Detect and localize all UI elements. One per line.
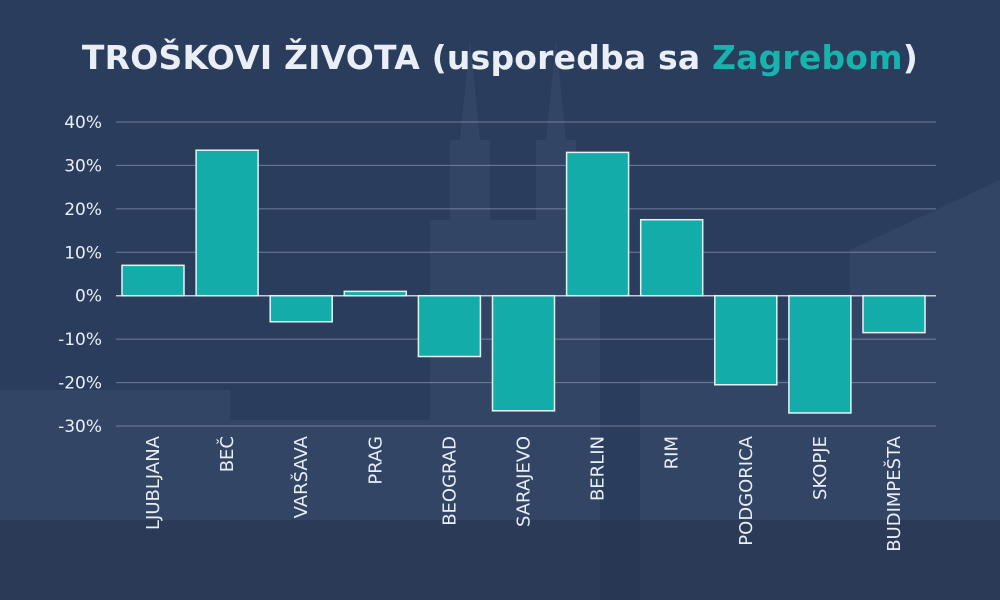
bar-varšava <box>269 294 333 323</box>
x-tick-label: RIM <box>662 436 683 469</box>
y-axis-ticks: 40% 30% 20% 10% 0% -10% -20% -30% <box>58 113 102 437</box>
x-tick-label: BUDIMPEŠTA <box>883 435 905 551</box>
x-tick-label: BEOGRAD <box>439 436 460 526</box>
bar-skopje <box>788 294 852 414</box>
bar-beograd <box>417 294 482 358</box>
y-tick-label: 30% <box>64 156 102 176</box>
x-tick-label: VARŠAVA <box>290 435 312 518</box>
x-tick-label: BEČ <box>216 436 238 472</box>
y-tick-label: 20% <box>64 200 102 220</box>
bar-sarajevo <box>491 294 556 412</box>
y-tick-label: 0% <box>75 287 102 307</box>
x-tick-label: LJUBLJANA <box>143 435 164 530</box>
x-tick-label: SARAJEVO <box>514 436 535 527</box>
title-highlight: Zagrebom <box>712 38 903 77</box>
bar-budimpešta <box>862 294 926 334</box>
x-tick-label: PRAG <box>365 436 386 485</box>
y-tick-label: 40% <box>64 113 102 133</box>
y-tick-label: -10% <box>58 330 102 350</box>
bar-ljubljana <box>121 264 185 297</box>
bar-beč <box>195 149 259 297</box>
title-suffix: ) <box>902 38 919 77</box>
y-tick-label: -30% <box>58 417 102 437</box>
x-axis-labels: LJUBLJANA BEČ VARŠAVA PRAG BEOGRAD SARAJEVO BE… <box>143 435 905 551</box>
x-tick-label: BERLIN <box>588 436 609 501</box>
y-tick-label: -20% <box>58 374 102 394</box>
chart-title: TROŠKOVI ŽIVOTA (usporedba sa Zagrebom) <box>0 38 1000 77</box>
y-tick-label: 10% <box>64 243 102 263</box>
bar-rim <box>639 218 704 297</box>
bar-berlin <box>565 151 630 297</box>
bar-prag <box>343 290 408 297</box>
title-prefix: TROŠKOVI ŽIVOTA (usporedba sa <box>81 38 712 77</box>
bars <box>121 149 926 414</box>
x-tick-label: SKOPJE <box>810 436 831 500</box>
bar-podgorica <box>714 294 778 386</box>
x-tick-label: PODGORICA <box>736 435 757 545</box>
